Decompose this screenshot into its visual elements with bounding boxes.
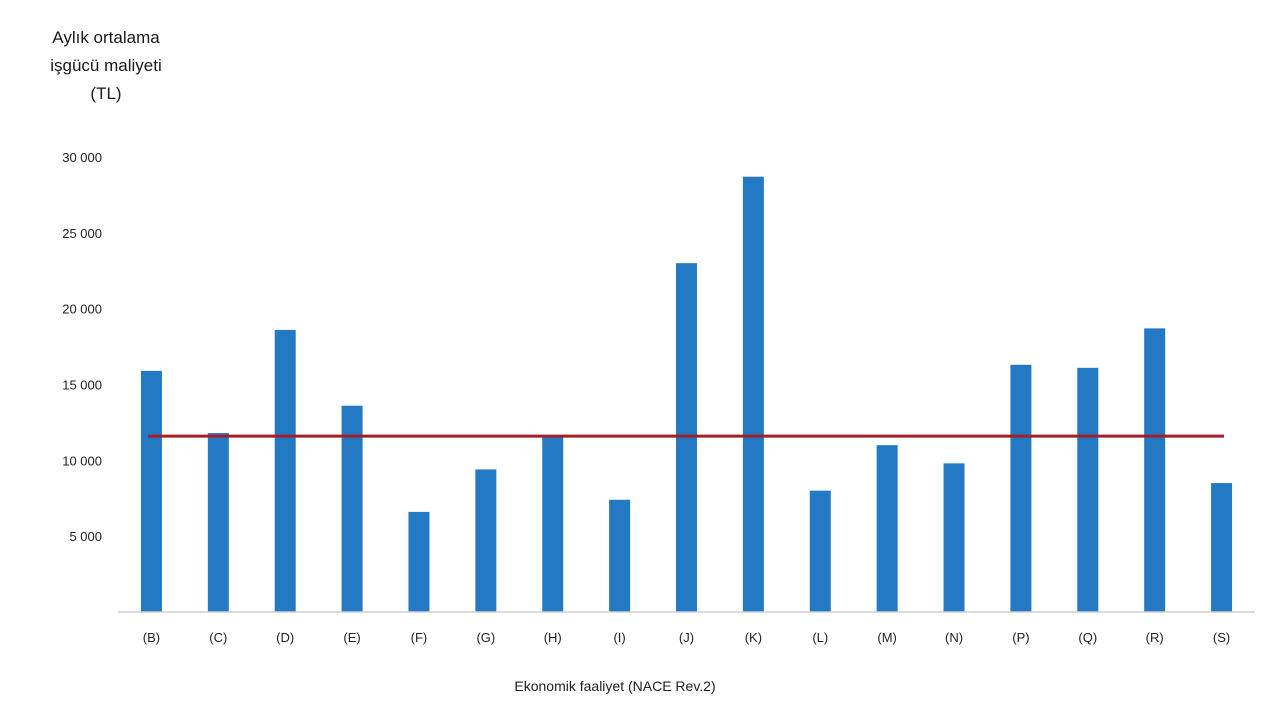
bar <box>475 469 497 612</box>
bar <box>1211 483 1233 612</box>
x-tick-label: (J) <box>679 630 694 645</box>
bar <box>1144 328 1166 612</box>
x-tick-label: (N) <box>945 630 963 645</box>
y-axis-label-line-2: işgücü maliyeti <box>50 56 162 75</box>
y-axis-label-line-3: (TL) <box>90 84 122 103</box>
bar <box>408 511 430 612</box>
x-tick-label: (F) <box>411 630 428 645</box>
y-tick-label: 25 000 <box>62 226 102 241</box>
bar <box>1077 367 1099 612</box>
y-tick-labels: 5 000 10 000 15 000 20 000 25 000 30 000 <box>62 150 102 544</box>
x-tick-label: (P) <box>1012 630 1029 645</box>
x-tick-label: (E) <box>343 630 360 645</box>
x-tick-labels: (B) (C) (D) (E) (F) (G) (H) (I) (J) (K) (L) (M) (N) (… <box>143 630 1230 645</box>
bar <box>1010 364 1032 612</box>
y-axis-label: Aylık ortalama işgücü maliyeti (TL) <box>6 24 206 108</box>
y-axis-label-line-1: Aylık ortalama <box>52 28 160 47</box>
x-tick-label: (K) <box>745 630 762 645</box>
bar <box>542 436 564 612</box>
y-tick-label: 10 000 <box>62 453 102 468</box>
bars <box>140 176 1233 612</box>
bar <box>341 405 363 612</box>
x-tick-label: (I) <box>613 630 625 645</box>
x-axis-label: Ekonomik faaliyet (NACE Rev.2) <box>514 678 716 694</box>
y-tick-label: 5 000 <box>69 529 102 544</box>
x-tick-label: (R) <box>1146 630 1164 645</box>
x-tick-label: (L) <box>812 630 828 645</box>
bar <box>943 463 965 612</box>
x-tick-label: (Q) <box>1078 630 1097 645</box>
bar <box>207 433 229 612</box>
x-tick-label: (G) <box>476 630 495 645</box>
bar <box>676 263 697 612</box>
x-tick-label: (D) <box>276 630 294 645</box>
y-tick-label: 15 000 <box>62 378 102 393</box>
bar <box>274 329 296 612</box>
bar <box>809 490 831 612</box>
y-tick-label: 30 000 <box>62 150 102 165</box>
x-tick-label: (H) <box>544 630 562 645</box>
bar <box>742 176 764 612</box>
x-tick-label: (S) <box>1213 630 1230 645</box>
x-tick-label: (C) <box>209 630 227 645</box>
x-tick-label: (M) <box>877 630 897 645</box>
y-tick-label: 20 000 <box>62 302 102 317</box>
bar <box>609 499 631 612</box>
bar <box>140 370 162 612</box>
x-tick-label: (B) <box>143 630 160 645</box>
bar <box>876 445 898 612</box>
